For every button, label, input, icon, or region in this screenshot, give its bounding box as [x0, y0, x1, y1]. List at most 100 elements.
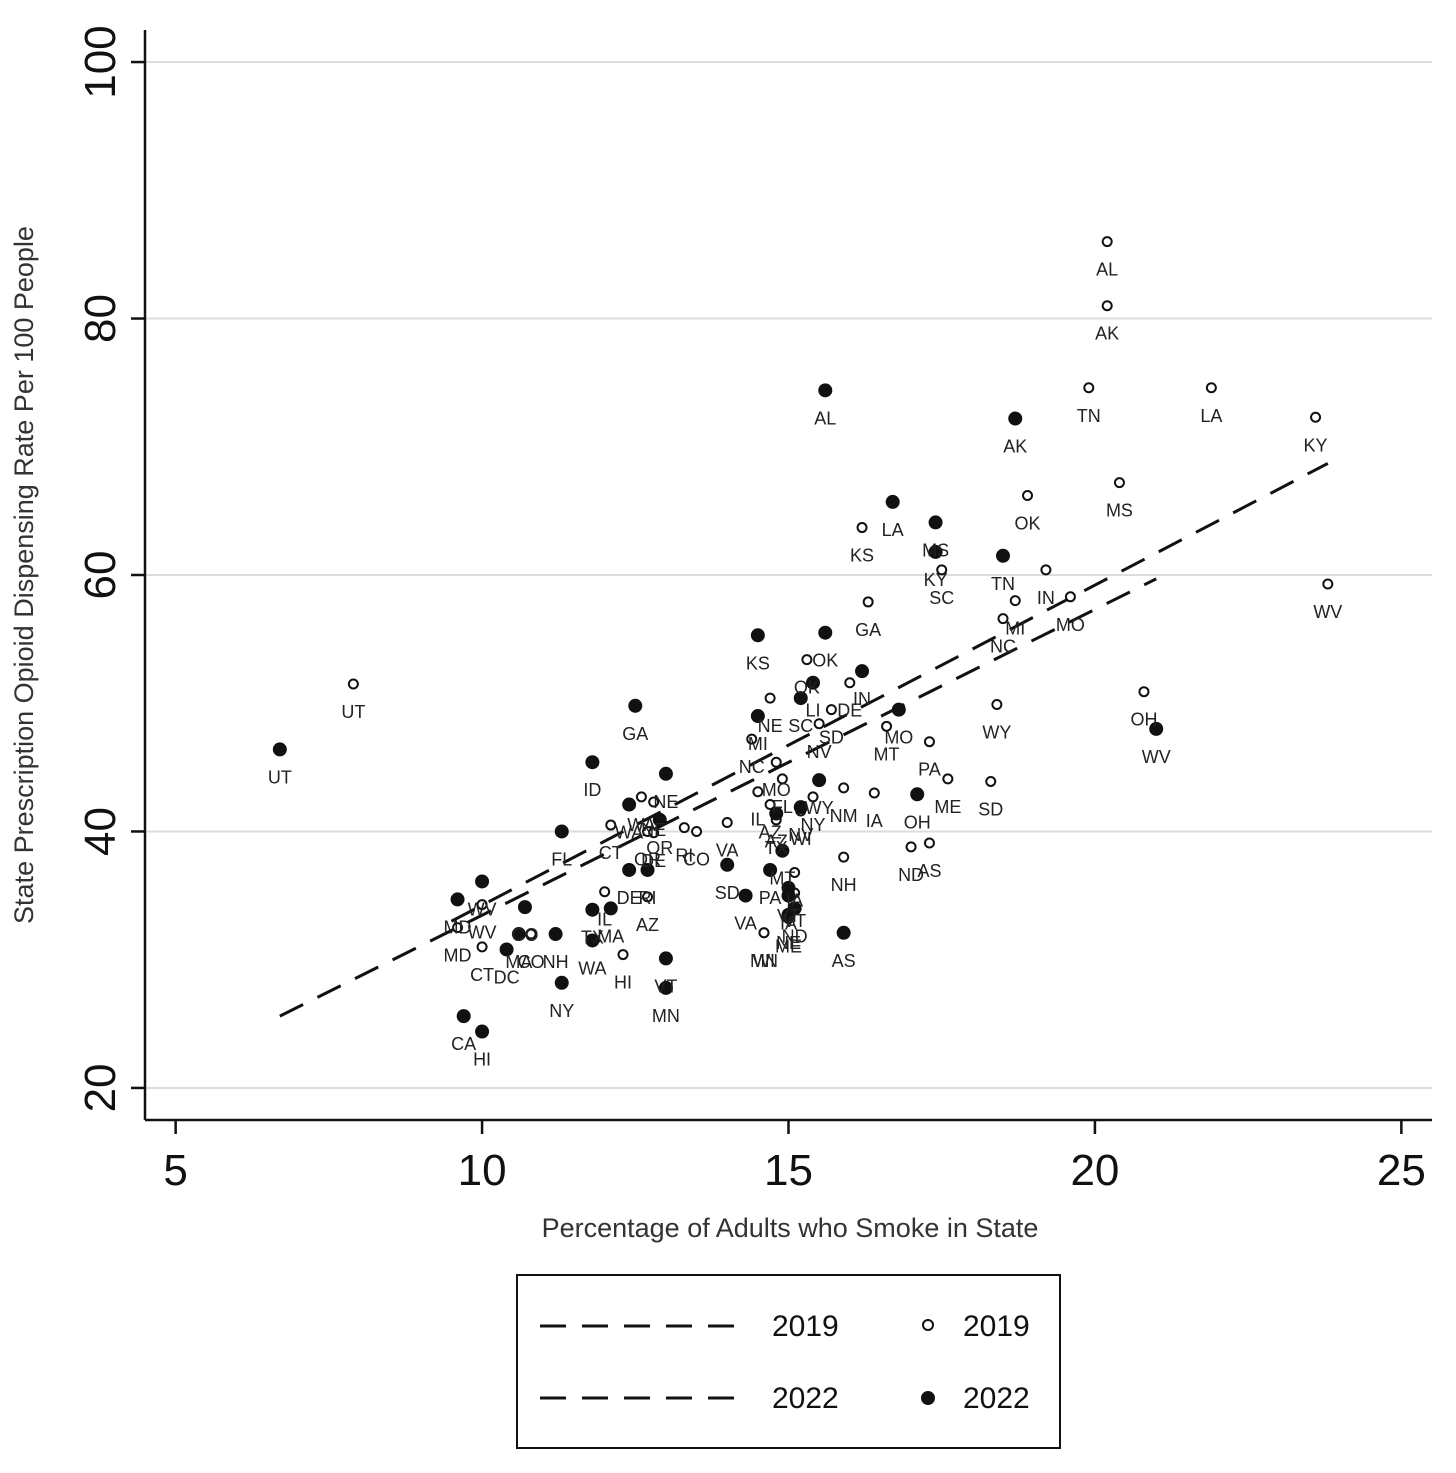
point-label-2019-CT-55: CT [470, 965, 494, 985]
point-2022-KY-4 [928, 544, 943, 559]
point-label-2019-AZ-50: AZ [636, 915, 659, 935]
point-2022-WY-18 [812, 773, 827, 788]
fit-lines [279, 462, 1329, 1018]
x-tick-label-15: 15 [764, 1146, 813, 1195]
point-label-2019-WA-37: WA [627, 815, 655, 835]
point-label-2022-VA-33: VA [734, 914, 757, 934]
point-2022-MS-3 [928, 515, 943, 530]
point-2019-DE-21 [844, 677, 856, 689]
point-2019-MI-13 [1009, 595, 1021, 607]
point-label-2022-FL-23: FL [551, 849, 572, 869]
point-2019-OH-17 [1138, 686, 1150, 698]
point-label-2019-UT-15: UT [341, 702, 365, 722]
point-label-2019-ND-45: ND [898, 865, 924, 885]
point-label-2022-MA-36: MA [597, 926, 624, 946]
point-label-2019-MO-26: MO [762, 780, 791, 800]
point-2019-AL-0 [1101, 236, 1113, 248]
point-2019-GA-12 [862, 596, 874, 608]
point-label-2022-DC-44: DC [494, 967, 520, 987]
point-2019-NY-34 [807, 791, 819, 803]
point-label-2019-MT-23: MT [874, 744, 900, 764]
point-label-2022-WV-30: WV [468, 899, 497, 919]
point-2019-DE-41 [648, 827, 660, 839]
point-2019-IN-9 [1040, 564, 1052, 576]
point-label-2019-IA-48: IA [786, 891, 803, 911]
point-2022-MT-25 [775, 843, 790, 858]
point-label-2019-TN-2: TN [1077, 406, 1101, 426]
point-2019-CT-40 [605, 819, 617, 831]
point-label-2022-IA-32: IA [780, 914, 797, 934]
point-label-2019-LA-3: LA [1200, 406, 1222, 426]
point-2019-MT-23 [881, 720, 893, 732]
point-label-2022-IN-8: IN [853, 689, 871, 709]
point-label-2022-ND-38: ND [782, 926, 808, 946]
point-label-2019-DE-41: DE [641, 851, 666, 871]
point-label-2019-IL-32: IL [750, 810, 765, 830]
point-label-2019-CO-43: CO [683, 849, 710, 869]
point-label-2019-OR-39: OR [634, 849, 661, 869]
point-label-2022-SD-26: SD [715, 883, 740, 903]
point-2019-LA-3 [1205, 382, 1217, 394]
x-axis-title: Percentage of Adults who Smoke in State [542, 1213, 1039, 1243]
point-label-2022-AS-43: AS [832, 951, 856, 971]
point-2022-NE-39 [781, 907, 796, 922]
legend-marker-2022-label: 2022 [963, 1382, 1030, 1415]
point-2022-AZ-22 [769, 806, 784, 821]
fit-line-2022 [279, 577, 1157, 1018]
point-label-2019-KS-7: KS [850, 546, 874, 566]
point-2022-AL-0 [818, 383, 833, 398]
point-2022-NV-21 [793, 800, 808, 815]
point-label-2019-HI-57: HI [614, 973, 632, 993]
point-label-2022-MS-3: MS [922, 540, 949, 560]
point-2022-KS-6 [750, 628, 765, 643]
point-label-2019-AZ-33: AZ [759, 823, 782, 843]
point-2022-DE-27 [622, 862, 637, 877]
point-label-2019-FL-29: FL [772, 797, 793, 817]
point-label-2022-MO-13: MO [884, 728, 913, 748]
point-label-2022-WV-15: WV [1142, 747, 1171, 767]
point-2019-OK-16 [801, 654, 813, 666]
point-label-2022-DE-27: DE [617, 888, 642, 908]
point-label-2019-WV-52: WV [468, 923, 497, 943]
point-2022-CO-35 [517, 900, 532, 915]
point-2022-NE-17 [658, 766, 673, 781]
point-label-2022-NH-41: NH [543, 952, 569, 972]
point-label-2022-ID-16: ID [583, 780, 601, 800]
point-label-2019-WI-36: WI [790, 829, 812, 849]
point-label-2019-ME-27: ME [934, 797, 961, 817]
y-tick-label-100: 100 [76, 25, 125, 98]
point-2022-UT-14 [272, 742, 287, 757]
y-tick-label-60: 60 [76, 551, 125, 600]
point-label-2022-MT-25: MT [769, 869, 795, 889]
point-label-2019-NY-34: NY [801, 815, 826, 835]
point-2019-CT-55 [476, 941, 488, 953]
point-label-2022-MD-34: MD [444, 917, 472, 937]
y-tick-label-20: 20 [76, 1063, 125, 1112]
point-2019-MO-11 [1064, 591, 1076, 603]
point-label-2019-CO-56: CO [518, 952, 545, 972]
legend: 2019 2019 2022 2022 [516, 1274, 1061, 1449]
point-label-2022-LA-2: LA [882, 520, 904, 540]
point-2019-CO-43 [691, 825, 703, 837]
point-label-2022-VT-45: VT [654, 976, 677, 996]
point-label-2019-MN-59: MN [750, 951, 778, 971]
point-label-2019-OH-17: OH [1130, 710, 1157, 730]
point-2022-LA-2 [885, 494, 900, 509]
point-label-2022-PA-29: PA [759, 888, 782, 908]
point-label-2019-WI-53: WI [753, 951, 775, 971]
point-label-2019-SD-28: SD [978, 799, 1003, 819]
point-2022-PA-29 [763, 862, 778, 877]
point-label-2019-NV-22: NV [807, 742, 832, 762]
point-2019-SD-20 [825, 704, 837, 716]
point-2019-NH-47 [838, 851, 850, 863]
point-2022-SD-26 [720, 857, 735, 872]
point-2019-TN-2 [1083, 382, 1095, 394]
point-label-2019-OK-6: OK [1015, 513, 1041, 533]
point-label-2022-AK-1: AK [1003, 437, 1027, 457]
point-2019-KY-4 [1310, 411, 1322, 423]
point-2022-MO-13 [891, 702, 906, 717]
data-points [272, 236, 1334, 1039]
point-label-2022-TN-5: TN [991, 574, 1015, 594]
point-2019-SD-28 [985, 775, 997, 787]
point-label-2022-MN-47: MN [652, 1006, 680, 1026]
